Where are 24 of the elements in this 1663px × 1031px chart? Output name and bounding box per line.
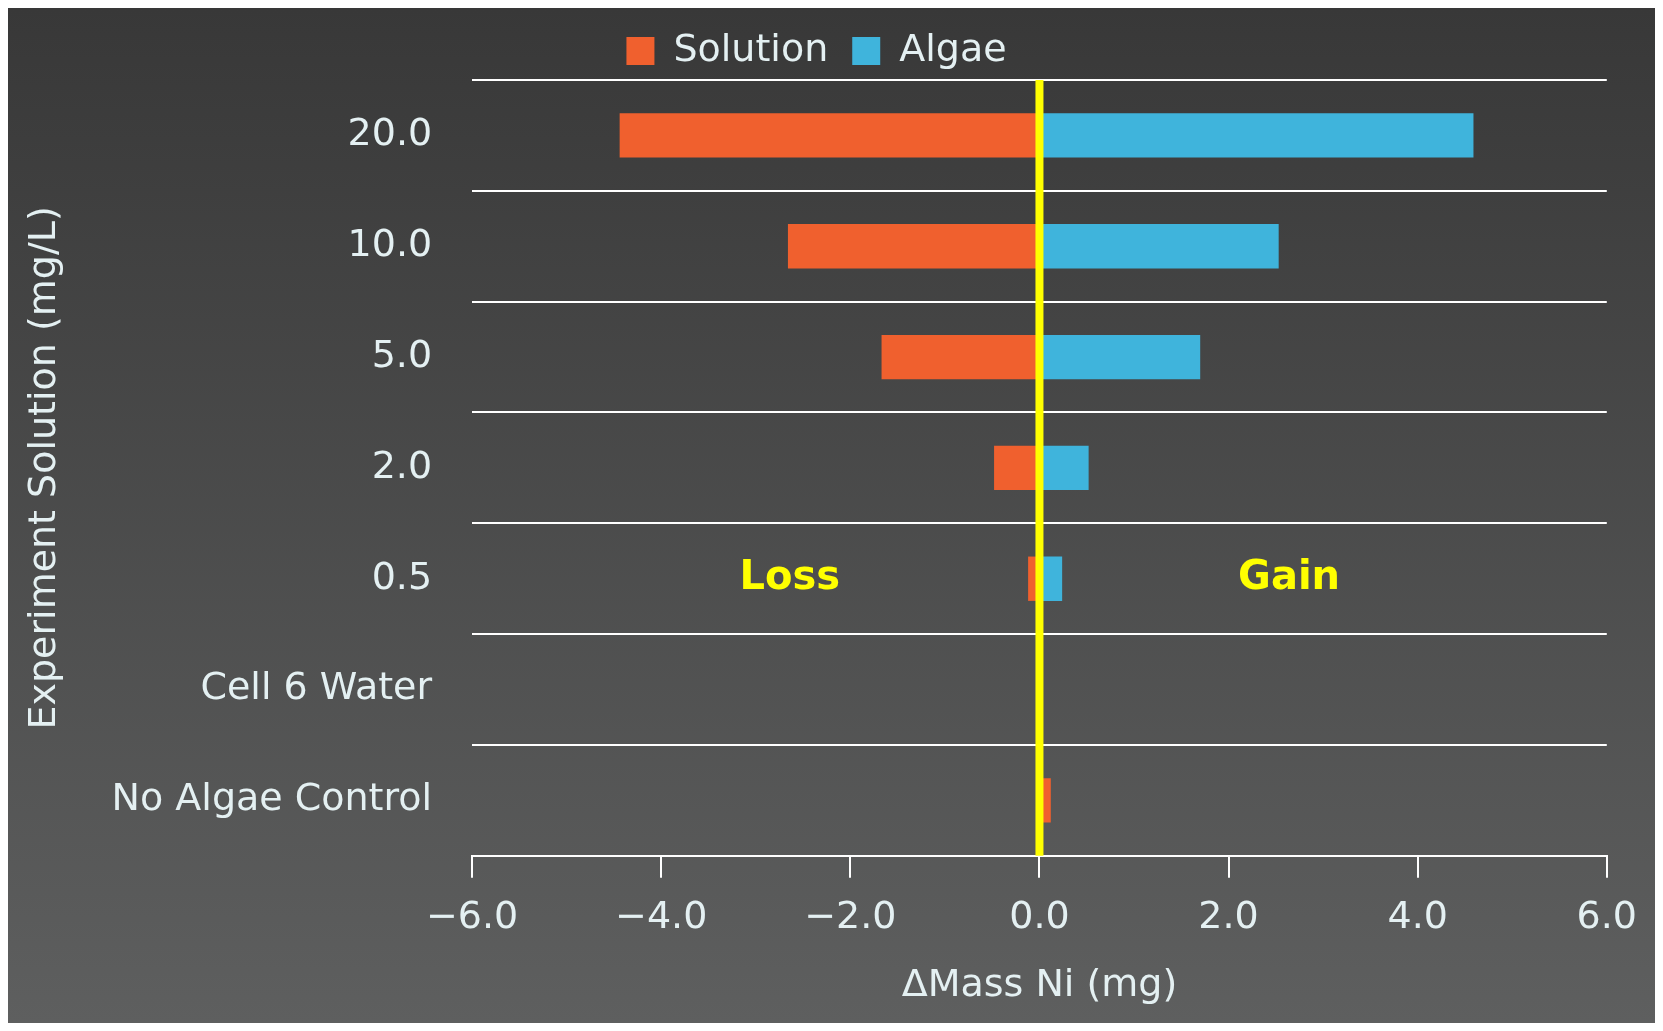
x-tick-label: 4.0: [1387, 893, 1448, 938]
x-tick-label: 2.0: [1198, 893, 1259, 938]
annotation: Loss: [739, 552, 841, 599]
y-tick-label: 5.0: [371, 331, 433, 376]
bar: [1040, 224, 1279, 269]
y-tick-label: 2.0: [371, 442, 433, 487]
x-axis-title: ΔMass Ni (mg): [901, 961, 1178, 1006]
y-tick-label: No Algae Control: [111, 775, 433, 820]
y-tick-label: 10.0: [347, 221, 433, 266]
x-tick-label: −6.0: [425, 893, 519, 938]
legend-label: Algae: [899, 25, 1007, 70]
y-axis-title: Experiment Solution (mg/L): [19, 206, 64, 730]
bar: [1040, 334, 1201, 380]
y-tick-label: Cell 6 Water: [200, 664, 433, 709]
bar: [1040, 445, 1089, 491]
y-tick-label: 20.0: [347, 110, 433, 155]
legend-label: Solution: [673, 25, 829, 70]
x-tick-label: −4.0: [615, 893, 708, 938]
bar: [1040, 113, 1474, 158]
x-tick-label: −2.0: [804, 893, 897, 938]
annotation: Gain: [1238, 552, 1341, 599]
x-tick-label: 6.0: [1576, 893, 1637, 938]
x-tick-label: 0.0: [1009, 893, 1070, 938]
y-tick-label: 0.5: [371, 553, 433, 598]
